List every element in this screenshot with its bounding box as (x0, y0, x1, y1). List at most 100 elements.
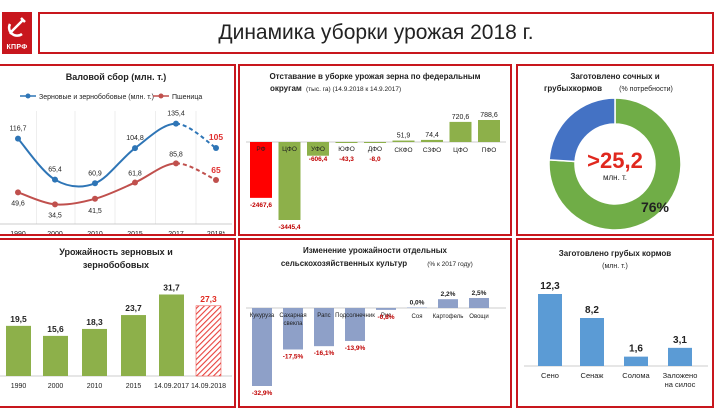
fodder-share-panel: Заготовлено сочных и грубыхкормов (% потре… (516, 64, 714, 236)
data-label: -2467,6 (250, 202, 272, 209)
x-tick-label: Заложено (663, 371, 698, 380)
data-label: 31,7 (163, 282, 180, 292)
gross-harvest-chart: Валовой сбор (млн. т.) Зерновые и зернобо… (0, 72, 232, 234)
chart-title: Заготовлено грубых кормов (559, 249, 672, 258)
crop-yield-change-chart: Изменение урожайности отдельных сельскохо… (246, 246, 506, 397)
legend-label: Пшеница (172, 94, 202, 101)
data-label: 34,5 (48, 212, 62, 219)
chart-title: Заготовлено сочных и (570, 72, 659, 81)
data-label: -606,4 (309, 156, 328, 163)
x-tick-label: 2015 (126, 383, 142, 390)
series-line-forecast (175, 162, 217, 181)
x-tick-label: 2018* (207, 231, 226, 234)
data-point (213, 177, 219, 183)
x-tick-label: Солома (622, 371, 650, 380)
center-unit: млн. т. (603, 173, 627, 182)
bar (538, 294, 562, 366)
bar (252, 308, 272, 386)
party-logo: КПРФ (2, 12, 32, 54)
bar (195, 305, 222, 377)
x-tick-label: 14.09.2018 (191, 383, 226, 390)
x-tick-label: ЦФО (282, 146, 297, 153)
x-tick-label: Овощи (469, 314, 488, 320)
data-point (52, 176, 58, 183)
top-strip (0, 0, 720, 9)
x-tick-label: ДФО (368, 146, 382, 153)
x-tick-label: Сахарная (279, 313, 306, 319)
data-label: -17,5% (283, 353, 304, 360)
x-tick-label: Рис (381, 313, 391, 319)
x-tick-label: Рапс (317, 313, 330, 319)
data-label: 27,3 (200, 294, 217, 304)
data-label: 61,8 (128, 171, 142, 178)
chart-title-unit: (млн. т.) (602, 263, 628, 270)
pie-slice (548, 97, 616, 163)
data-point (15, 135, 21, 142)
x-tick-label: ПФО (482, 147, 497, 154)
x-tick-label: СЗФО (423, 147, 441, 154)
bar (335, 142, 358, 143)
x-tick-label: Сенаж (581, 371, 604, 380)
data-label: 2,5% (472, 290, 487, 297)
x-tick-label: ЦФО (453, 147, 468, 154)
bar (624, 356, 648, 366)
data-label: 8,2 (585, 305, 599, 316)
x-tick-label: РФ (256, 146, 265, 153)
data-point (213, 145, 219, 151)
x-tick-label: Кукуруза (250, 313, 275, 319)
bar (43, 335, 68, 376)
bar (438, 299, 458, 308)
hammer-sickle-icon (7, 17, 26, 37)
bar (307, 142, 329, 156)
x-tick-label: Сено (541, 371, 559, 380)
chart-title-unit: (% к 2017 году) (427, 261, 473, 268)
data-label: 15,6 (47, 324, 64, 334)
slide-title: Динамика уборки урожая 2018 г. (218, 21, 534, 44)
fodder-share-chart: Заготовлено сочных и грубыхкормов (% потре… (544, 72, 682, 231)
data-label: 51,9 (397, 133, 411, 140)
x-tick-label: УФО (311, 146, 325, 153)
logo-text: КПРФ (6, 44, 28, 51)
data-label: -8,0 (369, 156, 381, 163)
bar (345, 308, 365, 341)
x-tick-label: 2000 (48, 383, 64, 390)
data-label: 116,7 (10, 126, 27, 133)
x-tick-label: на силос (665, 380, 696, 389)
bar (580, 318, 604, 366)
data-label: 2,2% (441, 291, 456, 298)
data-label: 18,3 (86, 317, 103, 327)
bar (121, 315, 146, 376)
harvest-lag-panel: Отставание в уборке урожая зерна по феде… (238, 64, 512, 236)
data-label: 23,7 (125, 303, 142, 313)
data-label: 65 (211, 165, 221, 175)
rough-fodder-chart: Заготовлено грубых кормов (млн. т.) 12,3 Се… (524, 249, 708, 389)
bar (283, 308, 303, 350)
x-tick-label: 1990 (11, 383, 27, 390)
chart-title-line2: грубыхкормов (544, 84, 602, 93)
legend-swatch-marker (25, 93, 31, 99)
grain-yield-panel: Урожайность зерновых и зернобобовых 19,5 19… (0, 238, 236, 408)
data-label: 788,6 (480, 112, 498, 119)
data-label: 49,6 (11, 200, 25, 207)
data-point (173, 160, 179, 167)
data-label: 19,5 (10, 314, 27, 324)
data-point (15, 189, 21, 196)
center-value: >25,2 (587, 148, 643, 173)
data-point (132, 179, 138, 186)
data-label: 105 (209, 132, 223, 142)
x-tick-label: 1990 (10, 231, 26, 234)
chart-title-line2: сельскохозяйственных культур (281, 259, 407, 268)
bar (478, 120, 500, 142)
data-point (92, 180, 98, 187)
chart-title: Изменение урожайности отдельных (303, 246, 448, 255)
data-label: -16,1% (314, 350, 335, 357)
bar (6, 325, 31, 376)
chart-title: Урожайность зерновых и (59, 247, 172, 257)
harvest-lag-chart: Отставание в уборке урожая зерна по феде… (246, 72, 506, 231)
x-tick-label: 2010 (87, 383, 103, 390)
crop-yield-change-panel: Изменение урожайности отдельных сельскохо… (238, 238, 512, 408)
data-label: -0,8% (378, 314, 395, 321)
x-tick-label: 2015 (127, 231, 143, 234)
grain-yield-chart: Урожайность зерновых и зернобобовых 19,5 19… (0, 247, 232, 390)
x-tick-label: СКФО (394, 147, 412, 154)
